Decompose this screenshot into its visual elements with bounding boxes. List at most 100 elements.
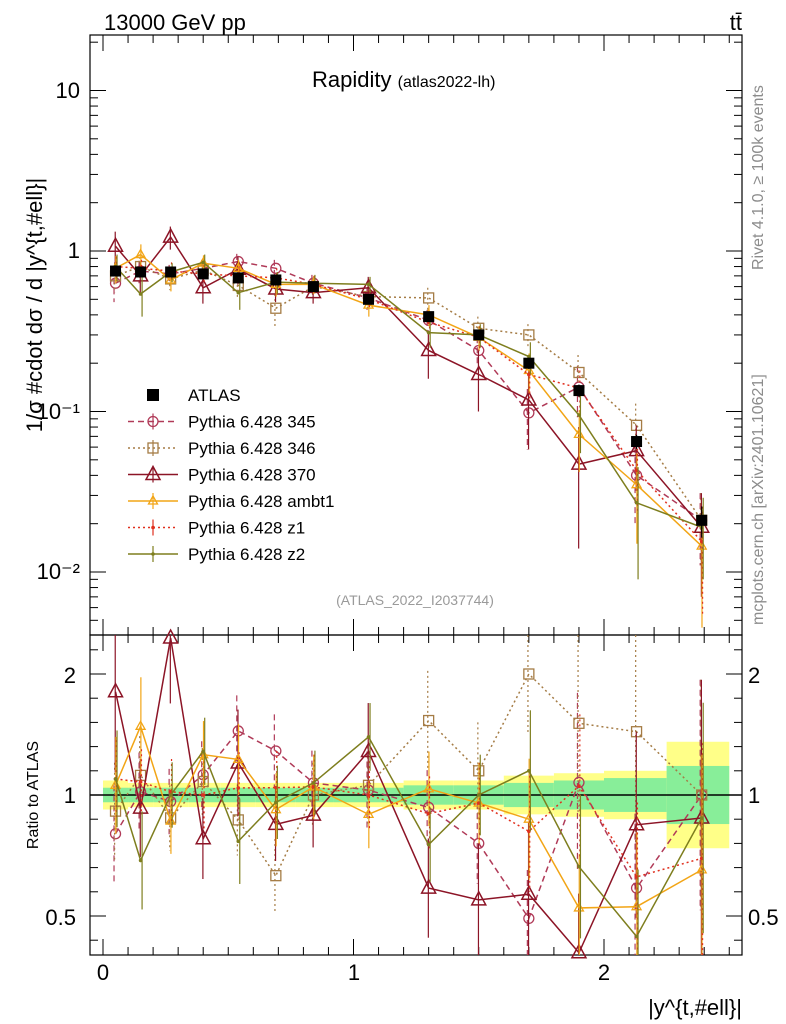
ratio-point: [232, 753, 244, 764]
ratio-point: [527, 769, 531, 773]
atlas-point: [232, 272, 244, 284]
series-point: [577, 413, 581, 417]
series-point: [630, 478, 643, 489]
ratio-point: [699, 816, 704, 820]
series-point: [236, 290, 241, 295]
y-tick-label-0.1: 10⁻¹: [37, 399, 80, 424]
series-point: [696, 539, 708, 550]
ratio-tick-label-1: 1: [64, 783, 76, 808]
series-point: [470, 364, 488, 381]
series-point: [573, 366, 585, 379]
ratio-series-line: [114, 724, 703, 909]
y-tick-label-0.01: 10⁻²: [37, 559, 80, 584]
atlas-point: [423, 311, 435, 323]
ratio-point: [201, 793, 205, 797]
series-point: [527, 354, 531, 359]
legend-marker: [147, 389, 159, 401]
series-point: [520, 390, 538, 406]
ratio-point: [470, 890, 488, 906]
atlas-point: [473, 329, 485, 341]
ratio-point: [270, 870, 282, 882]
series-point: [420, 340, 437, 357]
series-point: [699, 539, 704, 544]
series-point: [634, 468, 639, 473]
ratio-point: [366, 793, 371, 797]
ratio-series-line: [114, 729, 703, 921]
ratio-point: [520, 884, 538, 900]
ratio-series-line: [114, 672, 703, 878]
legend-label: Pythia 6.428 z2: [188, 545, 305, 564]
legend-label: ATLAS: [188, 386, 241, 405]
ratio-point: [168, 793, 173, 797]
series-point: [162, 227, 179, 243]
series-point: [134, 248, 147, 259]
series-point: [107, 236, 124, 253]
analysis-id: (ATLAS_2022_I2037744): [336, 592, 494, 608]
ratio-series-line: [114, 735, 703, 938]
atlas-point: [110, 265, 122, 277]
ratio-axis-title: Ratio to ATLAS: [25, 741, 42, 849]
ratio-point: [473, 796, 485, 807]
ratio-point: [573, 717, 585, 729]
atlas-point: [165, 266, 177, 278]
series-point: [573, 428, 585, 439]
x-tick-label-2: 2: [598, 960, 610, 985]
ratio-point: [422, 714, 435, 727]
series-point: [523, 329, 535, 341]
ratio-point: [134, 719, 147, 730]
series-point: [270, 262, 282, 274]
ratio-point: [634, 875, 639, 879]
y-axis-title: 1/σ #cdot dσ / d |y^{t,#ell}|: [22, 178, 47, 432]
series-point: [201, 260, 205, 265]
legend-marker: [151, 552, 155, 556]
ratio-point: [420, 878, 437, 894]
atlas-point: [270, 274, 282, 286]
series-point: [422, 292, 435, 304]
ratio-point: [366, 735, 371, 739]
ratio-tick-label-right-2: 2: [748, 663, 760, 688]
ratio-point: [270, 803, 282, 814]
ratio-series-5: [113, 702, 704, 955]
header-left: 13000 GeV pp: [104, 10, 246, 35]
series-point: [426, 330, 431, 335]
ratio-tick-label-right-0.5: 0.5: [748, 905, 779, 930]
ratio-point: [132, 798, 149, 814]
ratio-tick-label-right-1: 1: [748, 783, 760, 808]
ratio-tick-label-0.5: 0.5: [45, 905, 76, 930]
ratio-point: [426, 842, 431, 847]
ratio-point: [274, 800, 278, 805]
ratio-point: [162, 628, 179, 644]
legend-entry-2: Pythia 6.428 346: [128, 439, 316, 458]
header-right: tt̄: [730, 10, 742, 35]
ratio-point: [696, 863, 708, 874]
x-tick-label-1: 1: [348, 960, 360, 985]
ratio-point: [577, 864, 581, 869]
ratio-point: [138, 780, 143, 784]
ratio-series-layer: [107, 628, 710, 959]
ratio-point: [577, 784, 581, 788]
ratio-point: [194, 829, 212, 845]
ratio-point: [423, 782, 435, 793]
legend-entry-3: Pythia 6.428 370: [128, 464, 316, 485]
legend-entry-1: Pythia 6.428 345: [128, 413, 316, 432]
ratio-point: [630, 900, 643, 911]
legend-entry-4: Pythia 6.428 ambt1: [128, 492, 334, 511]
ratio-point: [236, 839, 241, 844]
legend-marker: [151, 525, 155, 530]
ratio-point: [113, 777, 118, 781]
series-point: [138, 292, 143, 296]
ratio-point: [305, 805, 322, 821]
series-point: [232, 261, 244, 272]
atlas-point: [135, 266, 147, 278]
ratio-point: [523, 812, 535, 823]
series-point: [270, 302, 282, 314]
series-point: [165, 273, 177, 284]
ratio-point: [138, 858, 143, 863]
legend: ATLAS Pythia 6.428 345 Pythia 6.428 346 Pyt…: [128, 386, 334, 564]
atlas-data-series: [110, 265, 708, 538]
rivet-label: Rivet 4.1.0, ≥ 100k events: [750, 85, 767, 270]
atlas-point: [197, 268, 209, 280]
legend-marker: [147, 494, 159, 505]
series-line: [115, 265, 703, 521]
legend-marker: [144, 464, 162, 481]
